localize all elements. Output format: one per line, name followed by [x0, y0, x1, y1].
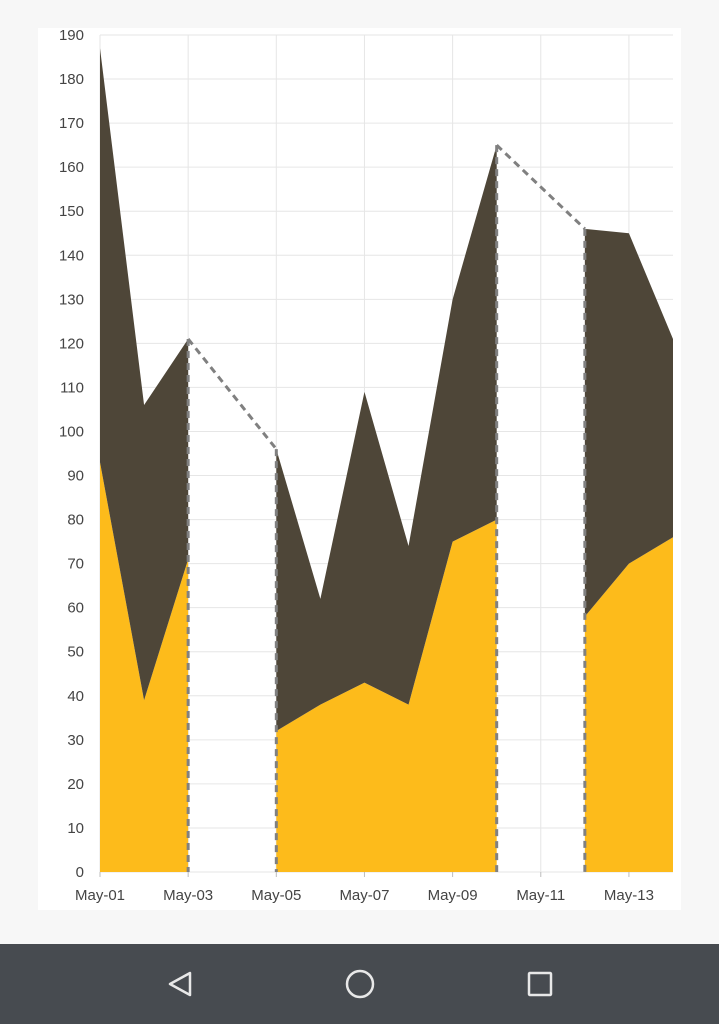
x-tick-label: May-05	[251, 887, 301, 904]
y-tick-label: 60	[67, 600, 84, 617]
system-navigation-bar	[0, 944, 719, 1024]
x-tick-label: May-07	[339, 887, 389, 904]
gap-connector-line	[495, 144, 586, 230]
back-button[interactable]	[160, 964, 200, 1004]
x-tick-label: May-09	[428, 887, 478, 904]
x-tick-label: May-11	[516, 887, 565, 904]
series-2-area	[276, 145, 497, 732]
back-triangle-icon	[168, 971, 192, 997]
series-2-area	[584, 228, 673, 617]
y-tick-label: 10	[67, 820, 84, 837]
y-tick-label: 30	[67, 732, 84, 749]
y-tick-label: 150	[59, 203, 84, 220]
series-1-area	[276, 519, 497, 872]
x-tick-label: May-03	[163, 887, 213, 904]
y-tick-label: 70	[67, 556, 84, 573]
y-tick-label: 170	[59, 115, 84, 132]
y-tick-label: 120	[59, 335, 84, 352]
recents-square-icon	[527, 971, 553, 997]
y-tick-label: 140	[59, 247, 84, 264]
series-1-area	[100, 462, 189, 872]
y-tick-label: 190	[59, 28, 84, 44]
y-tick-label: 100	[59, 423, 84, 440]
series-2-area	[100, 48, 189, 701]
y-tick-label: 20	[67, 776, 84, 793]
y-tick-label: 160	[59, 159, 84, 176]
home-button[interactable]	[340, 964, 380, 1004]
y-tick-label: 50	[67, 644, 84, 661]
home-circle-icon	[345, 969, 375, 999]
x-tick-label: May-13	[604, 887, 654, 904]
area-chart: 0 10 20 30 40 50 60 70 80 90 100 110 120 130 140 150 160…	[59, 28, 673, 904]
recents-button[interactable]	[520, 964, 560, 1004]
y-tick-label: 80	[67, 512, 84, 529]
y-tick-label: 130	[59, 291, 84, 308]
gap-connector-line	[186, 338, 278, 451]
y-tick-label: 0	[76, 864, 84, 881]
y-tick-label: 90	[67, 468, 84, 485]
series-1-area	[584, 537, 673, 872]
x-tick-label: May-01	[75, 887, 125, 904]
y-tick-label: 40	[67, 688, 84, 705]
chart-container: 0 10 20 30 40 50 60 70 80 90 100 110 120 130 140 150 160…	[38, 28, 681, 910]
y-tick-label: 180	[59, 71, 84, 88]
y-tick-label: 110	[60, 379, 84, 396]
